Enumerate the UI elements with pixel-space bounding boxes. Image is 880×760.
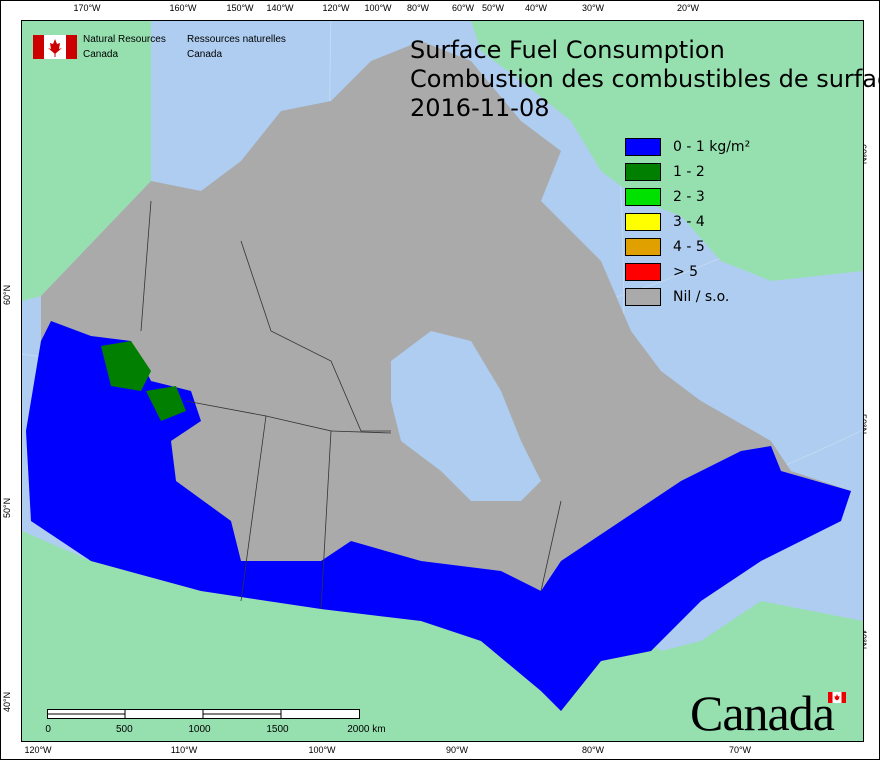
scale-bar: 0 500 1000 1500 2000 km xyxy=(45,706,386,735)
legend: 0 - 1 kg/m² 1 - 2 2 - 3 3 - 4 4 - 5 > 5 … xyxy=(625,134,750,309)
legend-label: > 5 xyxy=(673,263,699,280)
agency-en-line2: Canada xyxy=(83,49,119,60)
left-tick-label: 60°N xyxy=(2,284,12,305)
scale-bar-graphic xyxy=(47,709,360,719)
legend-swatch xyxy=(625,137,661,156)
scale-label: 1500 xyxy=(266,724,289,735)
alaska xyxy=(22,21,151,301)
usa xyxy=(22,531,863,741)
legend-item: 4 - 5 xyxy=(625,234,750,259)
legend-swatch xyxy=(625,262,661,281)
left-tick-label: 40°N xyxy=(2,691,12,712)
top-tick-label: 40°W xyxy=(524,3,548,13)
top-tick-label: 50°W xyxy=(481,3,505,13)
legend-swatch xyxy=(625,287,661,306)
bottom-tick-label: 90°W xyxy=(445,745,469,755)
canada-wordmark: Canada xyxy=(690,685,835,741)
scale-label: 1000 xyxy=(188,724,211,735)
legend-item: Nil / s.o. xyxy=(625,284,750,309)
scale-label: 500 xyxy=(115,724,133,735)
legend-label: 1 - 2 xyxy=(673,163,705,180)
legend-label: 3 - 4 xyxy=(673,213,705,230)
legend-item: 1 - 2 xyxy=(625,159,750,184)
legend-item: 3 - 4 xyxy=(625,209,750,234)
nrcan-signature: Natural Resources Canada Ressources natu… xyxy=(33,32,286,62)
greenland xyxy=(471,21,863,281)
legend-label: 2 - 3 xyxy=(673,188,705,205)
left-tick-label: 50°N xyxy=(2,497,12,518)
legend-label: 4 - 5 xyxy=(673,238,705,255)
legend-label: 0 - 1 kg/m² xyxy=(673,138,751,155)
fuel-class-1-2 xyxy=(101,341,151,391)
legend-item: 2 - 3 xyxy=(625,184,750,209)
legend-label: Nil / s.o. xyxy=(673,288,730,305)
agency-fr-line2: Canada xyxy=(187,49,223,60)
provincial-borders xyxy=(140,200,562,610)
canada-flag-icon xyxy=(33,35,77,59)
bottom-tick-label: 70°W xyxy=(728,745,752,755)
map-svg xyxy=(22,21,863,741)
top-tick-label: 80°W xyxy=(406,3,430,13)
top-tick-label: 170°W xyxy=(73,3,101,13)
agency-en-line1: Natural Resources xyxy=(83,34,166,45)
hudson-bay xyxy=(391,331,541,501)
top-tick-label: 150°W xyxy=(226,3,254,13)
bottom-tick-label: 80°W xyxy=(581,745,605,755)
map-canvas xyxy=(21,20,864,742)
title-fr: Combustion des combustibles de surface xyxy=(410,65,880,93)
fuel-class-0-1 xyxy=(26,321,851,711)
legend-swatch xyxy=(625,237,661,256)
fuel-class-1-2 xyxy=(146,386,186,421)
wordmark-flag-icon xyxy=(828,692,846,703)
legend-item: > 5 xyxy=(625,259,750,284)
top-tick-label: 20°W xyxy=(676,3,700,13)
legend-item: 0 - 1 kg/m² xyxy=(625,134,750,159)
legend-swatch xyxy=(625,212,661,231)
map-title: Surface Fuel Consumption Combustion des … xyxy=(410,36,880,123)
legend-swatch xyxy=(625,187,661,206)
title-en: Surface Fuel Consumption xyxy=(410,36,725,64)
title-date: 2016-11-08 xyxy=(410,94,550,122)
top-tick-label: 120°W xyxy=(322,3,350,13)
top-tick-label: 140°W xyxy=(266,3,294,13)
scale-label: 0 xyxy=(45,724,51,735)
agency-fr-line1: Ressources naturelles xyxy=(187,34,286,45)
bottom-tick-label: 110°W xyxy=(170,745,198,755)
top-tick-label: 30°W xyxy=(581,3,605,13)
bottom-tick-label: 120°W xyxy=(24,745,52,755)
top-tick-label: 160°W xyxy=(169,3,197,13)
bottom-tick-label: 100°W xyxy=(308,745,336,755)
top-tick-label: 60°W xyxy=(451,3,475,13)
legend-swatch xyxy=(625,162,661,181)
scale-label: 2000 km xyxy=(347,724,386,735)
top-tick-label: 100°W xyxy=(364,3,392,13)
